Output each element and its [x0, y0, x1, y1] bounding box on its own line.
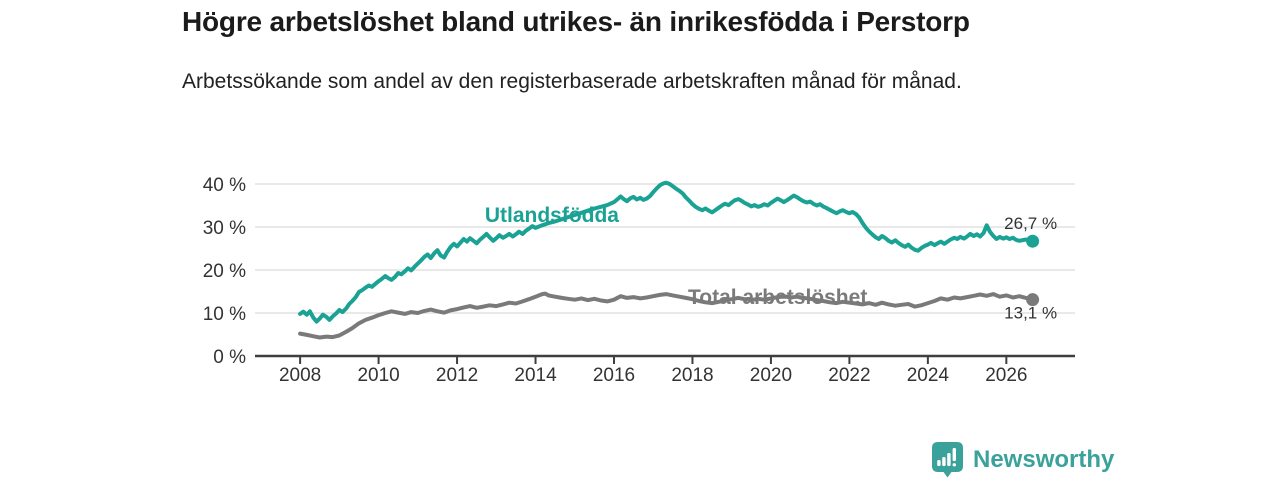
bar-chart-speech-bubble-icon	[932, 442, 963, 478]
y-tick-label: 20 %	[203, 261, 246, 282]
y-tick-label: 30 %	[203, 218, 246, 239]
y-tick-label: 0 %	[213, 347, 246, 368]
x-tick-label: 2012	[436, 365, 478, 386]
series-label-total-arbetsloshet: Total arbetslöshet	[688, 286, 867, 309]
series-label-utlandsfodda: Utlandsfödda	[485, 204, 619, 227]
x-tick-label: 2016	[593, 365, 635, 386]
x-tick-label: 2010	[357, 365, 399, 386]
x-tick-label: 2026	[985, 365, 1027, 386]
x-tick-label: 2018	[671, 365, 713, 386]
series-end-dot-utlandsfodda	[1026, 234, 1040, 248]
x-tick-label: 2020	[750, 365, 792, 386]
series-line-total-arbetsloshet	[298, 291, 1035, 340]
series-end-dot-total-arbetsloshet	[1026, 293, 1040, 307]
series-end-value-total-arbetsloshet: 13,1 %	[1004, 304, 1057, 323]
x-tick-label: 2008	[279, 365, 321, 386]
y-tick-label: 10 %	[203, 304, 246, 325]
y-tick-label: 40 %	[203, 175, 246, 196]
series-line-utlandsfodda	[298, 180, 1035, 324]
brand-name: Newsworthy	[973, 446, 1115, 473]
x-tick-label: 2024	[907, 365, 950, 386]
x-tick-label: 2022	[828, 365, 870, 386]
page-title: Högre arbetslöshet bland utrikes- än inr…	[182, 6, 970, 37]
x-tick-label: 2014	[514, 365, 557, 386]
newsworthy-logo[interactable]: Newsworthy	[932, 442, 1114, 478]
series-end-value-utlandsfodda: 26,7 %	[1004, 214, 1057, 233]
chart-subtitle: Arbetssökande som andel av den registerb…	[182, 70, 962, 93]
